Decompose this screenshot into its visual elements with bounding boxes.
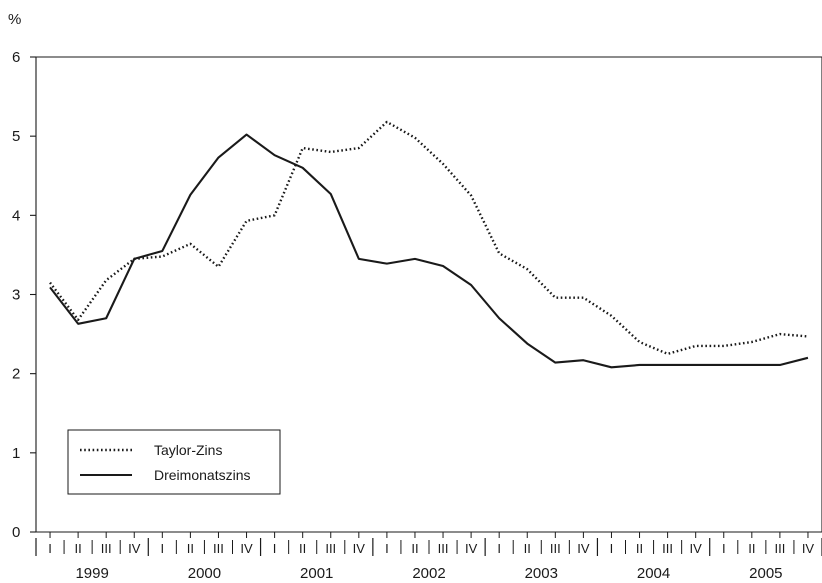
quarter-label: III	[774, 541, 785, 556]
quarter-label: IV	[353, 541, 366, 556]
year-label: 2005	[749, 565, 782, 582]
year-label: 1999	[75, 565, 108, 582]
x-axis: I II III IV I II III IV I II III IV I II III IV I II III IV…	[30, 531, 822, 582]
series-taylor-zins	[49, 120, 809, 356]
y-tick-label: 3	[12, 287, 20, 304]
y-tick-label: 2	[12, 366, 20, 383]
legend-box	[67, 429, 281, 495]
quarter-label: I	[273, 541, 277, 556]
y-tick-label: 6	[12, 49, 20, 66]
series-layer	[49, 120, 809, 369]
quarter-label: IV	[577, 541, 590, 556]
quarter-label: III	[325, 541, 336, 556]
quarter-label: IV	[128, 541, 141, 556]
legend-label: Dreimonatszins	[154, 467, 250, 483]
y-unit-label: %	[8, 11, 21, 28]
quarter-label: I	[385, 541, 389, 556]
legend: Taylor-Zins Dreimonatszins	[67, 429, 281, 495]
quarter-label: III	[101, 541, 112, 556]
year-label: 2004	[637, 565, 670, 582]
quarter-label: II	[299, 541, 306, 556]
quarter-label: II	[636, 541, 643, 556]
quarter-label: I	[722, 541, 726, 556]
quarter-label: III	[213, 541, 224, 556]
y-tick-label: 5	[12, 128, 20, 145]
quarter-label: I	[48, 541, 52, 556]
quarter-label: III	[662, 541, 673, 556]
quarter-label: II	[411, 541, 418, 556]
year-label: 2000	[188, 565, 221, 582]
quarter-label: II	[74, 541, 81, 556]
quarter-label: III	[438, 541, 449, 556]
y-tick-label: 1	[12, 445, 20, 462]
y-tick-label: 4	[12, 207, 20, 224]
quarter-label: I	[610, 541, 614, 556]
quarter-label: II	[524, 541, 531, 556]
quarter-label: IV	[690, 541, 703, 556]
quarter-label: I	[497, 541, 501, 556]
year-label: 2002	[412, 565, 445, 582]
quarter-label: IV	[240, 541, 253, 556]
y-axis: 0 1 2 3 4 5 6	[12, 49, 822, 541]
quarter-label: II	[748, 541, 755, 556]
year-label: 2001	[300, 565, 333, 582]
series-line	[49, 133, 809, 369]
year-label: 2003	[525, 565, 558, 582]
quarter-label: II	[187, 541, 194, 556]
quarter-label: IV	[465, 541, 478, 556]
series-dreimonatszins	[49, 133, 809, 369]
series-line	[49, 120, 809, 356]
y-tick-label: 0	[12, 524, 20, 541]
quarter-label: I	[161, 541, 165, 556]
quarter-label: III	[550, 541, 561, 556]
legend-label: Taylor-Zins	[154, 442, 222, 458]
quarter-label: IV	[802, 541, 815, 556]
